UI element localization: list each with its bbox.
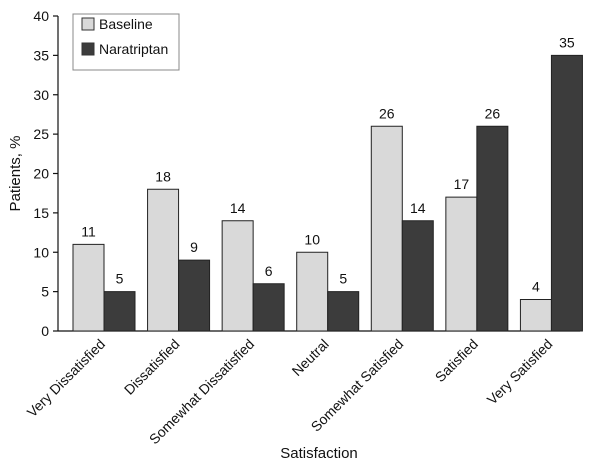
data-label: 14	[230, 200, 246, 216]
y-tick-label: 10	[33, 244, 49, 260]
category-label: Neutral	[289, 336, 332, 379]
bar-naratriptan-7	[550, 54, 583, 332]
data-label: 10	[304, 231, 320, 247]
y-tick-label: 15	[33, 205, 49, 221]
data-label: 26	[485, 105, 501, 121]
bar-baseline-6	[445, 196, 478, 332]
data-label: 17	[454, 176, 470, 192]
y-tick-label: 25	[33, 126, 49, 142]
bar-naratriptan-4	[327, 291, 360, 332]
y-tick-label: 20	[33, 166, 49, 182]
bar-naratriptan-2	[178, 259, 211, 332]
bar-baseline-7	[519, 299, 552, 332]
y-tick-label: 30	[33, 87, 49, 103]
category-label: Very Satisfied	[484, 336, 556, 408]
legend-label-naratriptan: Naratriptan	[99, 41, 168, 57]
data-label: 4	[532, 279, 540, 295]
legend: Baseline Naratriptan	[72, 13, 180, 71]
bar-baseline-2	[147, 188, 180, 332]
data-label: 11	[81, 223, 96, 239]
x-axis-title: Satisfaction	[280, 445, 358, 462]
data-label: 14	[410, 200, 426, 216]
data-label: 26	[379, 105, 395, 121]
y-tick-label: 0	[41, 323, 49, 339]
y-axis-title: Patients, %	[7, 136, 24, 212]
y-ticks: 0 5 10 15 20 25 30 35 40	[33, 8, 58, 339]
bar-naratriptan-1	[103, 291, 136, 332]
data-label: 9	[190, 239, 198, 255]
data-label: 5	[116, 271, 124, 287]
bars	[72, 54, 583, 332]
bar-baseline-3	[221, 220, 254, 332]
data-label: 6	[265, 263, 273, 279]
legend-swatch-naratriptan	[81, 42, 95, 56]
data-label: 18	[155, 168, 171, 184]
bar-baseline-1	[72, 243, 105, 332]
category-label: Dissatisfied	[121, 336, 183, 398]
legend-label-baseline: Baseline	[99, 16, 153, 32]
y-tick-label: 35	[33, 47, 49, 63]
legend-swatch-baseline	[81, 17, 95, 31]
bar-baseline-4	[296, 251, 329, 332]
bar-baseline-5	[370, 125, 403, 332]
bar-naratriptan-3	[252, 283, 285, 332]
category-label: Very Dissatisfied	[24, 336, 108, 420]
data-label: 35	[559, 34, 575, 50]
y-tick-label: 40	[33, 8, 49, 24]
bar-naratriptan-5	[401, 220, 434, 332]
bar-naratriptan-6	[476, 125, 509, 332]
data-labels: 11 5 18 9 14 6 10 5 26 14 17 26 4 35	[81, 34, 575, 294]
data-label: 5	[339, 271, 347, 287]
category-label: Satisfied	[432, 336, 481, 385]
y-tick-label: 5	[41, 284, 49, 300]
